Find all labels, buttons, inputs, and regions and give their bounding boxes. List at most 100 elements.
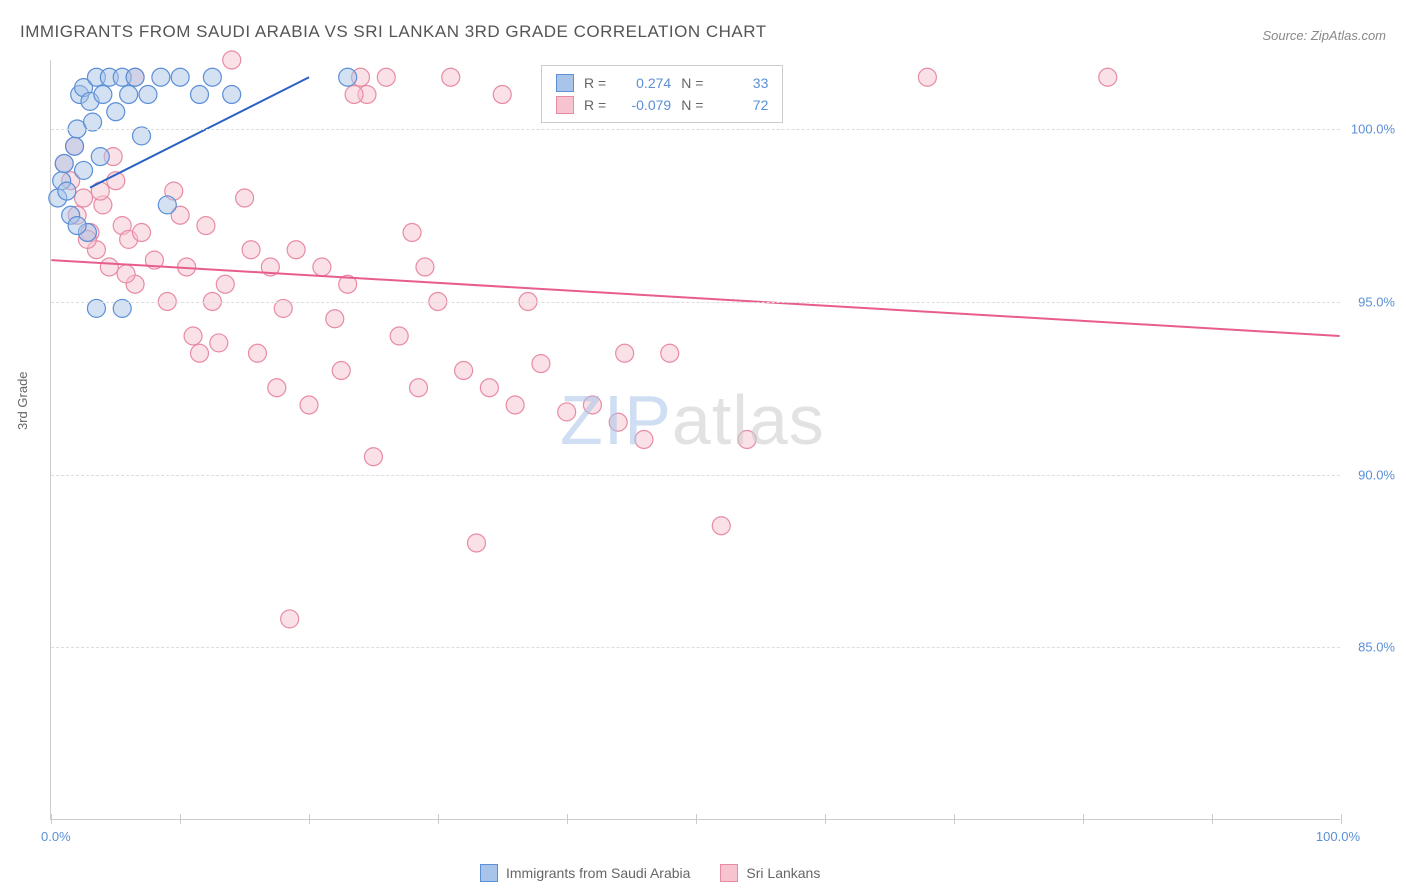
- gridline: [51, 129, 1340, 130]
- legend-row-srilankan: R = -0.079 N = 72: [556, 94, 768, 116]
- scatter-point: [216, 275, 234, 293]
- legend-label-saudi: Immigrants from Saudi Arabia: [506, 865, 690, 881]
- scatter-point: [223, 86, 241, 104]
- n-value-srilankan: 72: [713, 97, 768, 113]
- scatter-point: [332, 362, 350, 380]
- scatter-point: [1099, 68, 1117, 86]
- x-tick-mark: [309, 814, 310, 824]
- scatter-point: [94, 86, 112, 104]
- x-tick-label-start: 0.0%: [41, 829, 71, 844]
- scatter-point: [583, 396, 601, 414]
- scatter-point: [68, 217, 86, 235]
- scatter-point: [268, 379, 286, 397]
- gridline: [51, 302, 1340, 303]
- scatter-point: [918, 68, 936, 86]
- scatter-point: [506, 396, 524, 414]
- scatter-point: [480, 379, 498, 397]
- x-tick-mark: [1083, 814, 1084, 824]
- scatter-point: [300, 396, 318, 414]
- scatter-point: [242, 241, 260, 259]
- scatter-point: [75, 189, 93, 207]
- scatter-point: [635, 431, 653, 449]
- legend-item-srilankan: Sri Lankans: [720, 864, 820, 882]
- gridline: [51, 647, 1340, 648]
- y-axis-label: 3rd Grade: [15, 371, 30, 430]
- scatter-point: [158, 196, 176, 214]
- legend-swatch-saudi-bottom: [480, 864, 498, 882]
- n-value-saudi: 33: [713, 75, 768, 91]
- scatter-point: [712, 517, 730, 535]
- legend-label-srilankan: Sri Lankans: [746, 865, 820, 881]
- scatter-point: [390, 327, 408, 345]
- x-tick-mark: [696, 814, 697, 824]
- scatter-point: [248, 344, 266, 362]
- scatter-point: [377, 68, 395, 86]
- scatter-point: [171, 68, 189, 86]
- scatter-point: [236, 189, 254, 207]
- y-tick-label: 100.0%: [1351, 122, 1395, 137]
- scatter-point: [197, 217, 215, 235]
- scatter-point: [133, 224, 151, 242]
- scatter-point: [91, 148, 109, 166]
- scatter-point: [58, 182, 76, 200]
- x-tick-mark: [954, 814, 955, 824]
- r-value-saudi: 0.274: [616, 75, 671, 91]
- legend-row-saudi: R = 0.274 N = 33: [556, 72, 768, 94]
- scatter-point: [203, 68, 221, 86]
- scatter-point: [139, 86, 157, 104]
- legend-swatch-srilankan: [556, 96, 574, 114]
- regression-line: [51, 260, 1339, 336]
- r-value-srilankan: -0.079: [616, 97, 671, 113]
- chart-title: IMMIGRANTS FROM SAUDI ARABIA VS SRI LANK…: [20, 22, 767, 42]
- scatter-point: [410, 379, 428, 397]
- x-tick-mark: [1212, 814, 1213, 824]
- scatter-point: [455, 362, 473, 380]
- x-tick-label-end: 100.0%: [1316, 829, 1360, 844]
- r-label: R =: [584, 97, 606, 113]
- r-label: R =: [584, 75, 606, 91]
- y-tick-label: 90.0%: [1358, 467, 1395, 482]
- source-label: Source: ZipAtlas.com: [1262, 28, 1386, 43]
- scatter-point: [107, 103, 125, 121]
- scatter-point: [345, 86, 363, 104]
- scatter-point: [120, 86, 138, 104]
- x-tick-mark: [180, 814, 181, 824]
- scatter-point: [468, 534, 486, 552]
- scatter-point: [609, 413, 627, 431]
- scatter-point: [281, 610, 299, 628]
- scatter-svg: [51, 60, 1340, 819]
- scatter-point: [616, 344, 634, 362]
- scatter-point: [364, 448, 382, 466]
- scatter-point: [100, 258, 118, 276]
- series-legend: Immigrants from Saudi Arabia Sri Lankans: [480, 864, 820, 882]
- scatter-point: [117, 265, 135, 283]
- correlation-legend: R = 0.274 N = 33 R = -0.079 N = 72: [541, 65, 783, 123]
- scatter-point: [191, 344, 209, 362]
- scatter-point: [738, 431, 756, 449]
- scatter-point: [75, 161, 93, 179]
- scatter-point: [223, 51, 241, 69]
- scatter-point: [532, 355, 550, 373]
- scatter-point: [126, 68, 144, 86]
- scatter-point: [326, 310, 344, 328]
- scatter-point: [558, 403, 576, 421]
- legend-swatch-srilankan-bottom: [720, 864, 738, 882]
- y-tick-label: 95.0%: [1358, 294, 1395, 309]
- scatter-point: [442, 68, 460, 86]
- scatter-point: [313, 258, 331, 276]
- x-tick-mark: [825, 814, 826, 824]
- legend-item-saudi: Immigrants from Saudi Arabia: [480, 864, 690, 882]
- scatter-point: [210, 334, 228, 352]
- scatter-point: [152, 68, 170, 86]
- scatter-point: [661, 344, 679, 362]
- chart-plot-area: R = 0.274 N = 33 R = -0.079 N = 72 85.0%…: [50, 60, 1340, 820]
- x-tick-mark: [1341, 814, 1342, 824]
- scatter-point: [287, 241, 305, 259]
- legend-swatch-saudi: [556, 74, 574, 92]
- scatter-point: [339, 68, 357, 86]
- scatter-point: [66, 137, 84, 155]
- scatter-point: [184, 327, 202, 345]
- n-label: N =: [681, 75, 703, 91]
- scatter-point: [416, 258, 434, 276]
- scatter-point: [55, 155, 73, 173]
